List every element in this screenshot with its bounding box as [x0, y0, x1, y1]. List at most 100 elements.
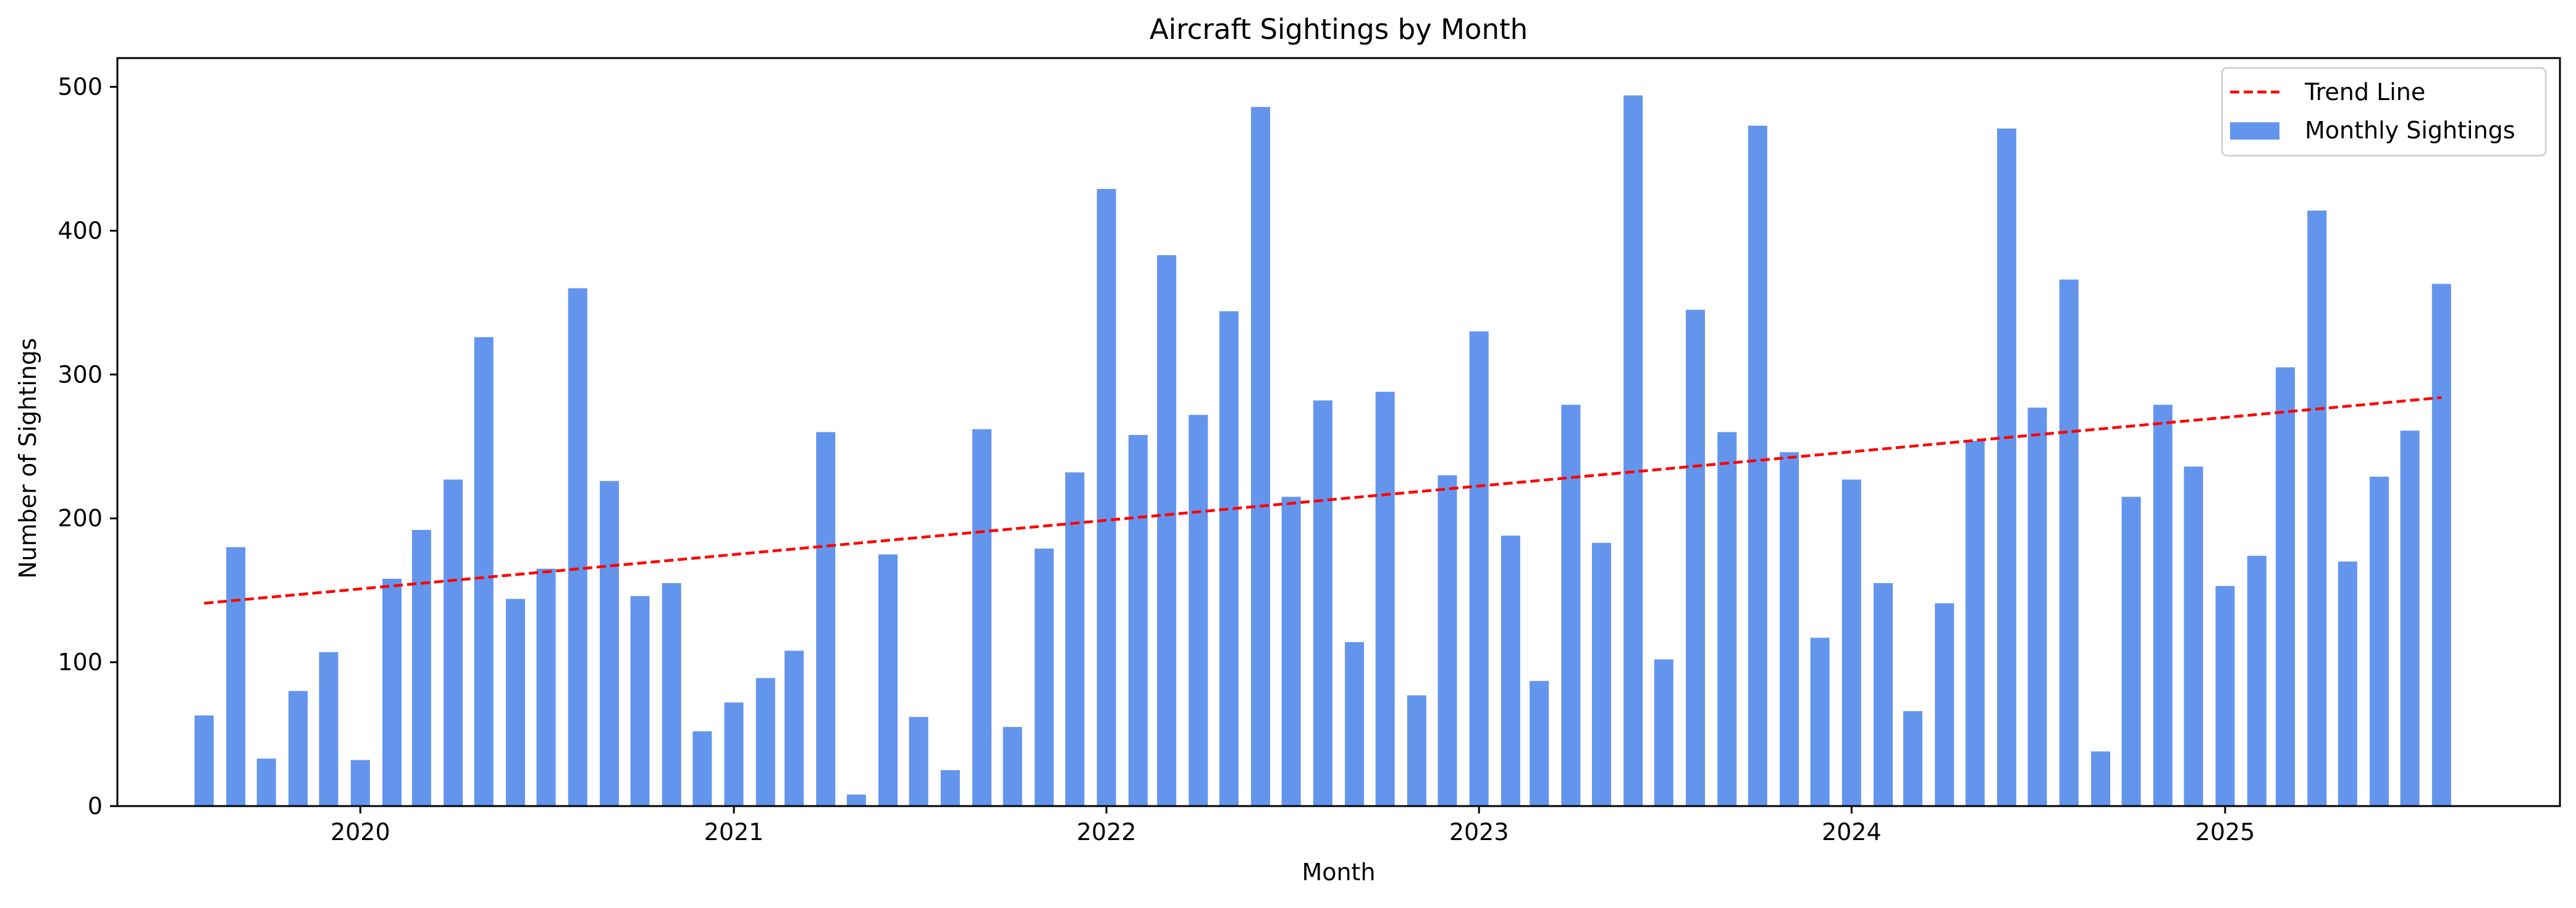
bar-2021-04: [816, 432, 836, 806]
bar-2022-04: [1189, 414, 1208, 806]
bar-2021-08: [940, 770, 960, 806]
bar-2023-10: [1748, 125, 1767, 806]
bar-2021-06: [878, 554, 898, 806]
y-axis-label: Number of Sightings: [14, 338, 41, 579]
bar-2022-11: [1407, 695, 1426, 806]
bar-2023-12: [1810, 637, 1830, 806]
bar-2024-07: [2027, 407, 2047, 806]
bar-2024-01: [1842, 479, 1861, 806]
bar-2020-08: [568, 288, 587, 807]
bar-2022-06: [1251, 107, 1271, 807]
bar-2019-12: [319, 652, 339, 806]
bar-2020-01: [350, 760, 370, 806]
bar-2023-11: [1780, 452, 1799, 806]
x-tick-label-2025: 2025: [2195, 818, 2255, 846]
legend-label-monthly-sightings: Monthly Sightings: [2305, 117, 2515, 144]
bar-2022-07: [1281, 497, 1301, 806]
bar-2020-09: [599, 481, 619, 806]
bar-2024-04: [1935, 603, 1955, 806]
bar-2022-02: [1128, 435, 1148, 806]
x-axis-label: Month: [1302, 859, 1375, 886]
bars-layer: [194, 95, 2451, 807]
y-tick-label-0: 0: [88, 792, 103, 820]
bar-2025-06: [2370, 476, 2389, 806]
bar-2024-10: [2121, 497, 2141, 806]
bar-2023-04: [1561, 405, 1581, 806]
x-axis-ticks: 2020 2021 2022 2023 2024 2025: [330, 806, 2255, 846]
bar-2022-08: [1313, 400, 1332, 806]
bar-2024-05: [1965, 440, 1985, 806]
bar-2020-11: [662, 583, 681, 806]
bar-2022-03: [1157, 255, 1177, 807]
bar-2025-07: [2400, 431, 2420, 806]
bar-2020-03: [411, 529, 431, 806]
bar-2021-10: [1003, 726, 1022, 806]
bar-2025-04: [2307, 210, 2327, 806]
bar-2024-09: [2091, 751, 2110, 806]
bar-2023-02: [1501, 536, 1520, 806]
bar-2020-02: [382, 579, 402, 806]
bar-2023-07: [1654, 659, 1673, 806]
bar-2021-02: [756, 678, 775, 806]
bar-2022-01: [1096, 188, 1116, 806]
bar-2020-04: [444, 479, 463, 806]
legend: Trend Line Monthly Sightings: [2221, 67, 2547, 157]
x-tick-label-2021: 2021: [704, 818, 764, 846]
bar-2020-06: [505, 599, 525, 806]
bar-2025-05: [2338, 561, 2357, 806]
legend-frame: [2221, 67, 2547, 157]
x-tick-label-2024: 2024: [1822, 818, 1882, 846]
bar-2020-07: [536, 568, 556, 806]
bar-2021-07: [909, 717, 928, 806]
trend-line: [204, 396, 2442, 605]
bar-2020-12: [692, 731, 712, 806]
bar-2024-11: [2153, 405, 2173, 806]
bar-2024-08: [2059, 279, 2079, 807]
bar-2021-03: [785, 650, 804, 806]
bar-2021-12: [1065, 472, 1085, 806]
y-axis-ticks: 0 100 200 300 400 500: [57, 74, 117, 820]
bar-2023-06: [1623, 95, 1643, 806]
bar-2025-08: [2431, 284, 2451, 807]
trend-layer: [204, 396, 2442, 605]
bar-2020-05: [474, 337, 494, 806]
bar-2022-12: [1437, 475, 1457, 806]
bar-2023-08: [1686, 309, 1705, 806]
bar-2022-10: [1375, 392, 1395, 806]
x-tick-label-2023: 2023: [1449, 818, 1509, 846]
bar-2023-09: [1717, 432, 1737, 806]
bar-2021-05: [846, 794, 866, 806]
bar-2024-02: [1874, 583, 1893, 806]
bar-2024-03: [1903, 711, 1922, 806]
bar-2025-03: [2276, 367, 2295, 806]
chart-title: Aircraft Sightings by Month: [1150, 13, 1528, 46]
bar-2024-12: [2184, 466, 2203, 806]
bar-2019-10: [256, 759, 276, 806]
bar-2023-03: [1530, 681, 1549, 806]
x-tick-label-2022: 2022: [1077, 818, 1137, 846]
legend-label-trend-line: Trend Line: [2304, 78, 2425, 106]
bar-2020-10: [630, 596, 650, 806]
bar-2021-01: [724, 702, 744, 806]
x-tick-label-2020: 2020: [330, 818, 390, 846]
y-tick-label-300: 300: [57, 361, 103, 388]
bar-2025-01: [2215, 586, 2235, 806]
plot-frame: [116, 57, 2561, 807]
legend-swatch-monthly-sightings: [2230, 122, 2279, 140]
bar-2019-09: [226, 547, 246, 806]
bar-2019-11: [288, 691, 308, 806]
bar-2024-06: [1997, 128, 2016, 807]
bar-2022-09: [1345, 642, 1365, 806]
y-tick-label-500: 500: [57, 74, 103, 101]
y-tick-label-200: 200: [57, 505, 103, 532]
bar-2025-02: [2247, 555, 2267, 806]
bar-2023-05: [1592, 542, 1611, 806]
bar-2022-05: [1219, 311, 1239, 806]
bar-2021-11: [1034, 549, 1054, 806]
bar-2021-09: [972, 429, 991, 806]
bar-2023-01: [1469, 331, 1489, 806]
y-tick-label-100: 100: [57, 649, 103, 676]
y-tick-label-400: 400: [57, 217, 103, 245]
